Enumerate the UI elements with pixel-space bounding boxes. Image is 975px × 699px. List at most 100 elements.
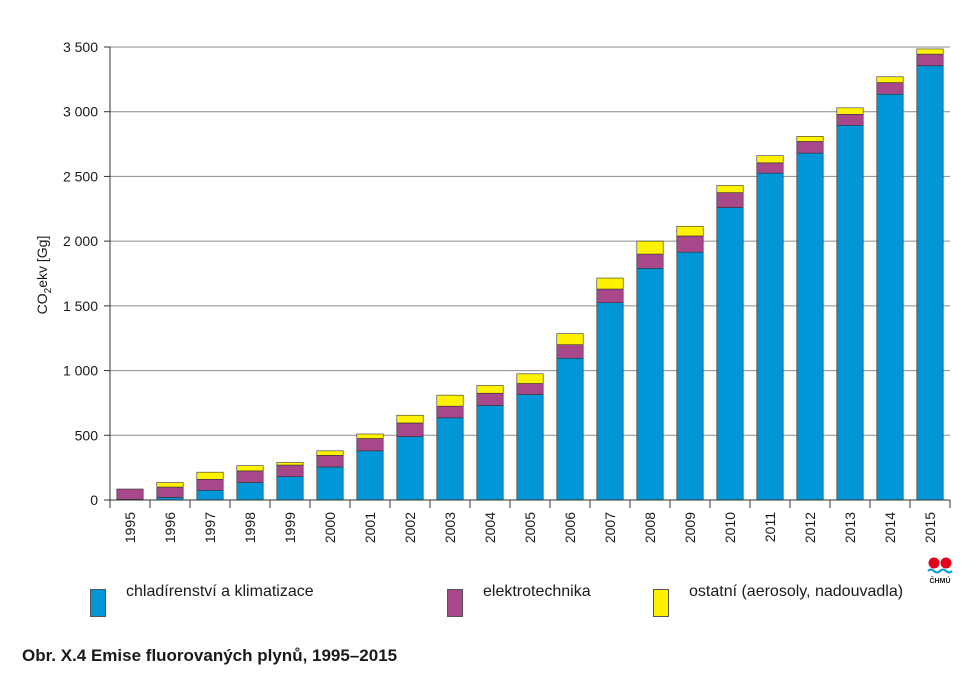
- x-tick-label: 2012: [802, 512, 818, 543]
- bar-segment: [876, 93, 904, 501]
- bar-segment: [716, 185, 744, 193]
- bar-segment: [516, 383, 544, 395]
- bar-segment: [156, 482, 184, 488]
- x-tick-label: 1995: [122, 512, 138, 543]
- bar-segment: [316, 466, 344, 501]
- y-tick-label: 3 000: [63, 104, 98, 120]
- bar-segment: [636, 240, 664, 255]
- x-tick-label: 2015: [922, 512, 938, 543]
- bar-segment: [516, 394, 544, 501]
- axes: [104, 46, 951, 508]
- legend-label: ostatní (aerosoly, nadouvadla): [689, 583, 904, 600]
- legend-label: elektrotechnika: [483, 583, 591, 600]
- x-tick-label: 2000: [322, 512, 338, 543]
- bar-segment: [356, 433, 384, 439]
- x-tick-label: 1998: [242, 512, 258, 543]
- y-tick-label: 0: [90, 492, 98, 508]
- bar-segment: [516, 373, 544, 384]
- x-tick-label: 1996: [162, 512, 178, 543]
- x-tick-label: 2006: [562, 512, 578, 543]
- bar-segment: [116, 488, 144, 500]
- bar-segment: [436, 417, 464, 501]
- legend-swatch-purple: [447, 589, 463, 617]
- bar-segment: [556, 344, 584, 359]
- x-tick-labels: 1995 1996 1997 1998 1999 2000 2001 2002 2003 2004…: [122, 512, 938, 543]
- bar-segment: [636, 268, 664, 501]
- legend-swatch-yellow: [653, 589, 669, 617]
- bar-segment: [556, 333, 584, 345]
- y-tick-label: 3 500: [63, 39, 98, 55]
- bar-segment: [316, 450, 344, 456]
- x-tick-label: 2002: [402, 512, 418, 543]
- bar-segment: [796, 141, 824, 154]
- x-tick-label: 2003: [442, 512, 458, 543]
- bar-segment: [476, 385, 504, 394]
- bar-segment: [716, 207, 744, 501]
- chmu-logo: ČHMÚ: [925, 556, 955, 586]
- bar-segment: [476, 392, 504, 406]
- bar-segment: [836, 125, 864, 501]
- legend-item-elektrotechnika: elektrotechnika: [447, 583, 591, 619]
- legend-label: chladírenství a klimatizace: [126, 583, 314, 600]
- y-tick-label: 2 500: [63, 168, 98, 184]
- legend-item-chladirenstvi: chladírenství a klimatizace: [90, 583, 314, 619]
- bar-segment: [236, 465, 264, 472]
- gridlines: [110, 46, 950, 436]
- bar-segment: [196, 489, 224, 501]
- bar-segment: [796, 136, 824, 142]
- bar-segment: [436, 394, 464, 407]
- y-tick-label: 1 000: [63, 363, 98, 379]
- bar-segment: [676, 225, 704, 237]
- bar-segment: [716, 192, 744, 208]
- bar-segment: [836, 114, 864, 126]
- bar-segment: [276, 464, 304, 478]
- x-tick-label: 2010: [722, 512, 738, 543]
- bar-segment: [236, 482, 264, 501]
- x-tick-label: 1999: [282, 512, 298, 543]
- x-tick-label: 2001: [362, 512, 378, 543]
- svg-text:ČHMÚ: ČHMÚ: [930, 576, 951, 585]
- legend-item-ostatni: ostatní (aerosoly, nadouvadla): [653, 583, 903, 619]
- bar-segment: [596, 302, 624, 501]
- bar-segment: [556, 357, 584, 501]
- bar-segment: [196, 478, 224, 491]
- bar-segment: [476, 405, 504, 501]
- bar-segment: [356, 438, 384, 452]
- bar-segment: [916, 53, 944, 67]
- x-tick-label: 2009: [682, 512, 698, 543]
- bar-segment: [156, 486, 184, 498]
- y-axis-label: CO2ekv [Gg]: [34, 236, 54, 315]
- figure-caption: Obr. X.4 Emise fluorovaných plynů, 1995–…: [22, 646, 398, 665]
- x-tick-label: 2005: [522, 512, 538, 543]
- x-tick-label: 2008: [642, 512, 658, 543]
- bar-segment: [396, 414, 424, 424]
- bar-segment: [796, 152, 824, 501]
- y-tick-labels: 0 500 1 000 1 500 2 000 2 500 3 000 3 500: [63, 39, 98, 508]
- bar-segment: [276, 462, 304, 466]
- x-tick-label: 2013: [842, 512, 858, 543]
- x-tick-label: 2014: [882, 512, 898, 543]
- bar-segment: [436, 405, 464, 419]
- bar-segment: [396, 422, 424, 437]
- legend-swatch-blue: [90, 589, 106, 617]
- y-tick-label: 2 000: [63, 233, 98, 249]
- bar-segment: [676, 251, 704, 501]
- y-tick-label: 1 500: [63, 298, 98, 314]
- bar-segment: [396, 436, 424, 501]
- bar-segment: [756, 172, 784, 501]
- bar-segment: [756, 162, 784, 174]
- chmu-logo-icon: ČHMÚ: [927, 557, 953, 585]
- bar-segment: [596, 288, 624, 303]
- bar-segment: [636, 253, 664, 269]
- bar-segment: [316, 455, 344, 468]
- bar-segment: [756, 155, 784, 164]
- bar-segment: [196, 471, 224, 480]
- bar-segment: [276, 476, 304, 501]
- bar-segment: [876, 76, 904, 83]
- bars: [116, 48, 944, 501]
- bar-segment: [356, 450, 384, 501]
- bar-segment: [676, 235, 704, 253]
- bar-segment: [876, 82, 904, 95]
- x-tick-label: 2007: [602, 512, 618, 543]
